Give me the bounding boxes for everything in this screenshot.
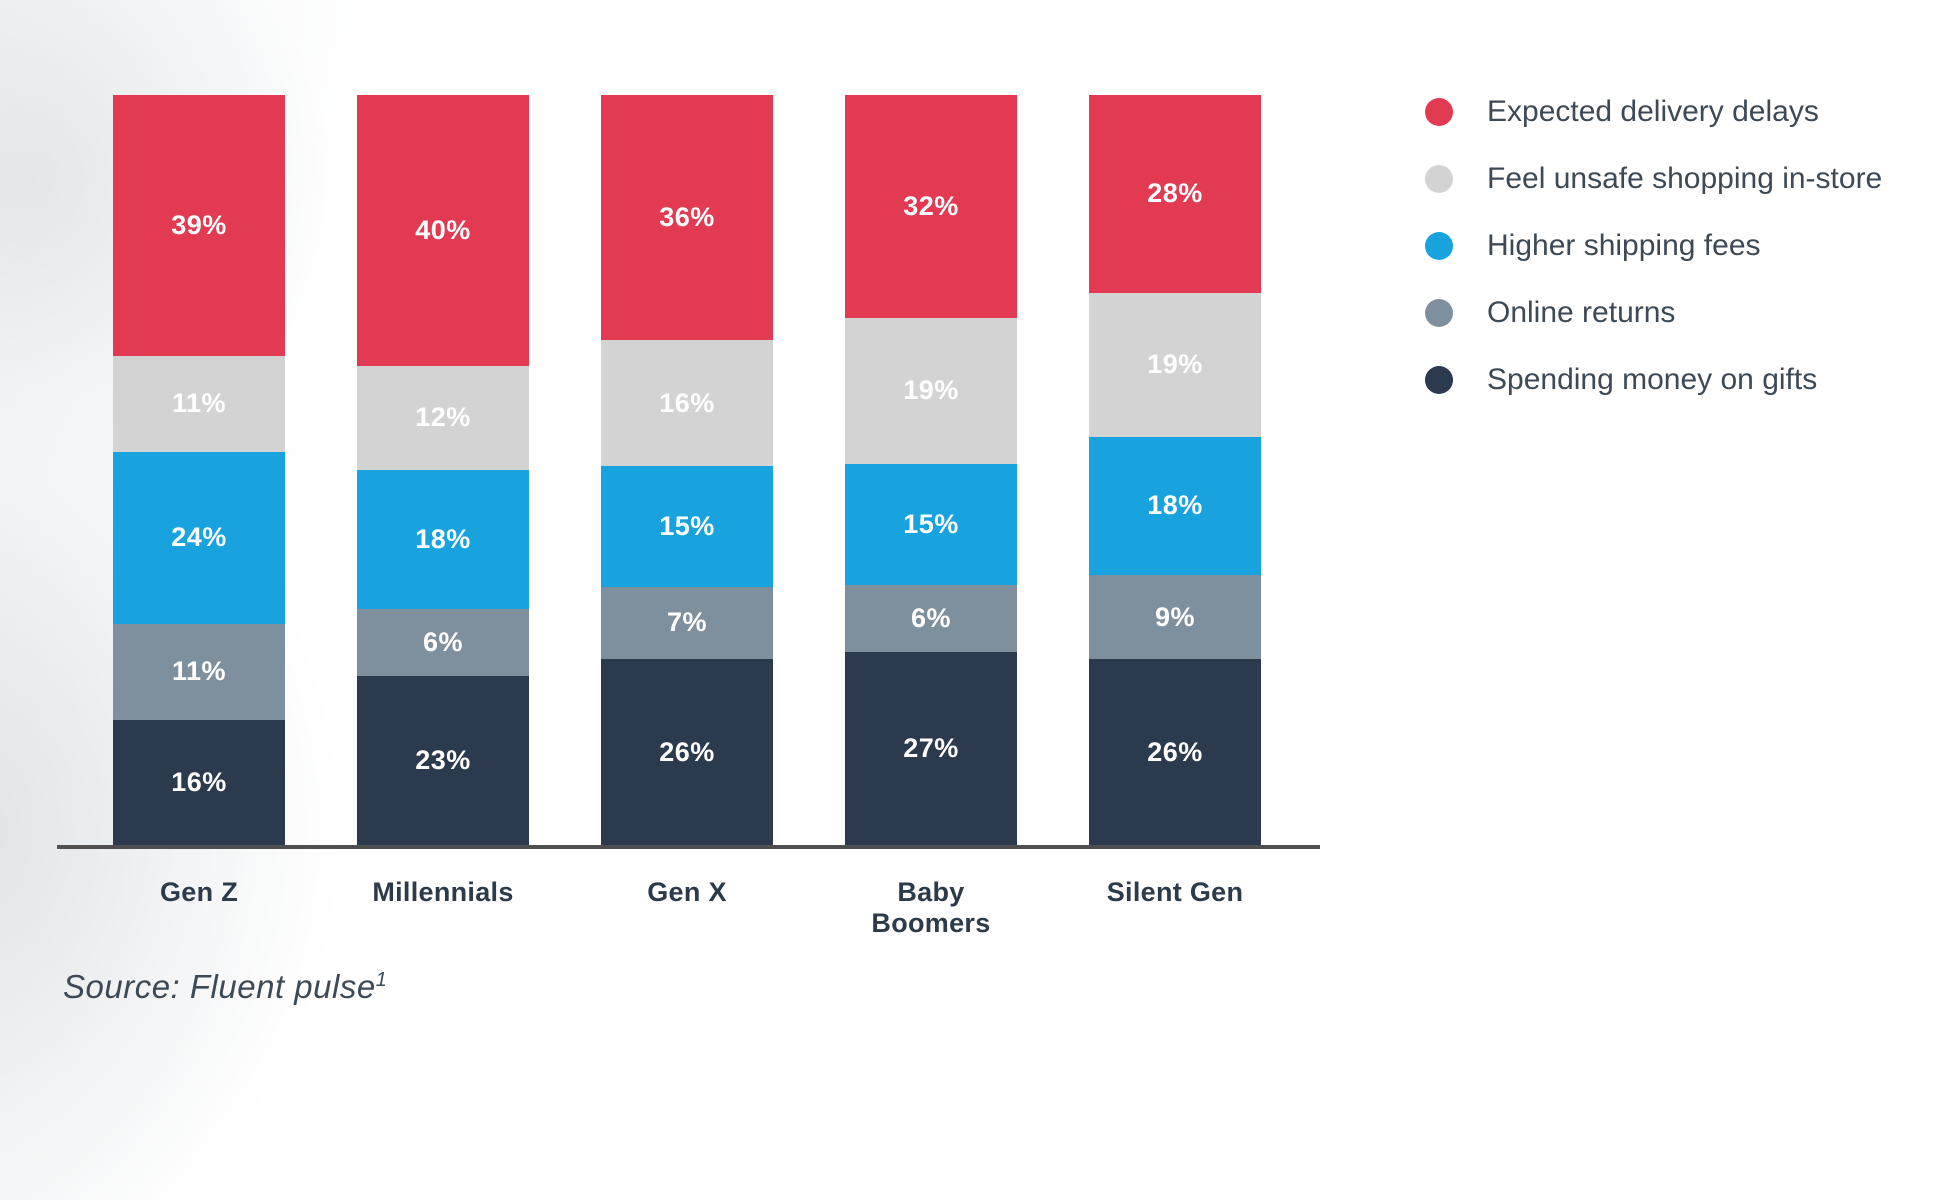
- category-label-millennials: Millennials: [372, 877, 514, 907]
- legend-dot-icon: [1425, 366, 1453, 394]
- segment-value-label: 9%: [1154, 601, 1196, 632]
- segment-expected-delivery-delays: 32%: [845, 95, 1017, 319]
- segment-expected-delivery-delays: 40%: [357, 95, 529, 367]
- legend-item-expected-delivery-delays: Expected delivery delays: [1425, 95, 1882, 129]
- segment-online-returns: 11%: [113, 623, 285, 720]
- bar-millennials: 40% 12% 18% 6% 23%: [357, 95, 529, 846]
- segment-value-label: 19%: [1147, 349, 1203, 380]
- legend-label: Higher shipping fees: [1487, 229, 1761, 262]
- segment-higher-shipping-fees: 24%: [113, 451, 285, 624]
- legend-label: Online returns: [1487, 296, 1676, 329]
- segment-feel-unsafe-shopping-in-store: 19%: [1089, 292, 1261, 437]
- segment-value-label: 11%: [171, 388, 227, 419]
- segment-expected-delivery-delays: 28%: [1089, 95, 1261, 293]
- segment-value-label: 19%: [903, 375, 959, 406]
- x-axis-line: [57, 845, 1320, 849]
- segment-value-label: 7%: [666, 607, 708, 638]
- segment-online-returns: 7%: [601, 586, 773, 660]
- segment-value-label: 27%: [903, 732, 959, 763]
- category-label-baby-boomers: Baby Boomers: [871, 877, 991, 938]
- segment-value-label: 6%: [910, 602, 952, 633]
- segment-spending-money-on-gifts: 27%: [845, 651, 1017, 845]
- segment-value-label: 16%: [171, 766, 227, 797]
- segment-spending-money-on-gifts: 23%: [357, 675, 529, 846]
- segment-higher-shipping-fees: 18%: [357, 469, 529, 609]
- bars-area: 39% 11% 24% 11% 16% 40% 12% 18% 6% 23% 36% 16% 15% 7%…: [57, 95, 1320, 846]
- segment-feel-unsafe-shopping-in-store: 19%: [845, 318, 1017, 464]
- bar-gen-z: 39% 11% 24% 11% 16%: [113, 95, 285, 845]
- segment-online-returns: 6%: [845, 584, 1017, 652]
- segment-value-label: 6%: [422, 626, 464, 657]
- legend-dot-icon: [1425, 299, 1453, 327]
- legend-dot-icon: [1425, 98, 1453, 126]
- legend-item-feel-unsafe-shopping-in-store: Feel unsafe shopping in-store: [1425, 162, 1882, 196]
- segment-feel-unsafe-shopping-in-store: 11%: [113, 355, 285, 452]
- segment-expected-delivery-delays: 39%: [113, 95, 285, 356]
- stacked-bar-chart: 39% 11% 24% 11% 16% 40% 12% 18% 6% 23% 36% 16% 15% 7%…: [57, 95, 1320, 939]
- legend-item-higher-shipping-fees: Higher shipping fees: [1425, 229, 1882, 263]
- segment-spending-money-on-gifts: 26%: [601, 659, 773, 846]
- legend-label: Spending money on gifts: [1487, 363, 1818, 396]
- segment-higher-shipping-fees: 15%: [845, 463, 1017, 585]
- segment-higher-shipping-fees: 18%: [1089, 436, 1261, 575]
- segment-value-label: 24%: [171, 522, 227, 553]
- legend-item-spending-money-on-gifts: Spending money on gifts: [1425, 363, 1882, 397]
- infographic-canvas: 39% 11% 24% 11% 16% 40% 12% 18% 6% 23% 36% 16% 15% 7%…: [0, 0, 1882, 1200]
- segment-value-label: 32%: [903, 191, 959, 222]
- segment-expected-delivery-delays: 36%: [601, 95, 773, 341]
- segment-higher-shipping-fees: 15%: [601, 466, 773, 587]
- category-labels: Gen Z Millennials Gen X Baby Boomers Silent …: [57, 877, 1320, 939]
- legend-item-online-returns: Online returns: [1425, 296, 1882, 330]
- legend-dot-icon: [1425, 165, 1453, 193]
- segment-value-label: 39%: [171, 209, 227, 240]
- bar-gen-x: 36% 16% 15% 7% 26%: [601, 95, 773, 846]
- segment-value-label: 18%: [415, 523, 471, 554]
- bar-baby-boomers: 32% 19% 15% 6% 27%: [845, 95, 1017, 845]
- source-note: Source: Fluent pulse1: [63, 968, 387, 1006]
- segment-value-label: 40%: [415, 215, 471, 246]
- segment-spending-money-on-gifts: 16%: [113, 719, 285, 845]
- source-text: Source: Fluent pulse: [63, 968, 376, 1005]
- segment-feel-unsafe-shopping-in-store: 16%: [601, 340, 773, 467]
- segment-value-label: 26%: [659, 736, 715, 767]
- segment-online-returns: 6%: [357, 608, 529, 676]
- category-label-silent-gen: Silent Gen: [1106, 877, 1244, 907]
- legend-label: Feel unsafe shopping in-store: [1487, 162, 1883, 195]
- segment-value-label: 26%: [1147, 736, 1203, 767]
- segment-spending-money-on-gifts: 26%: [1089, 659, 1261, 845]
- legend-dot-icon: [1425, 232, 1453, 260]
- segment-online-returns: 9%: [1089, 574, 1261, 660]
- legend-label: Expected delivery delays: [1487, 95, 1819, 128]
- segment-value-label: 36%: [659, 202, 715, 233]
- segment-value-label: 28%: [1147, 178, 1203, 209]
- segment-feel-unsafe-shopping-in-store: 12%: [357, 366, 529, 470]
- segment-value-label: 15%: [903, 508, 959, 539]
- segment-value-label: 16%: [659, 387, 715, 418]
- category-label-gen-z: Gen Z: [159, 877, 238, 907]
- source-superscript: 1: [375, 969, 388, 991]
- segment-value-label: 23%: [415, 744, 471, 775]
- bar-silent-gen: 28% 19% 18% 9% 26%: [1089, 95, 1261, 845]
- segment-value-label: 18%: [1147, 490, 1203, 521]
- legend: Expected delivery delays Feel unsafe shop…: [1425, 95, 1882, 430]
- segment-value-label: 11%: [171, 656, 227, 687]
- category-label-gen-x: Gen X: [647, 877, 727, 907]
- segment-value-label: 12%: [415, 402, 471, 433]
- segment-value-label: 15%: [659, 511, 715, 542]
